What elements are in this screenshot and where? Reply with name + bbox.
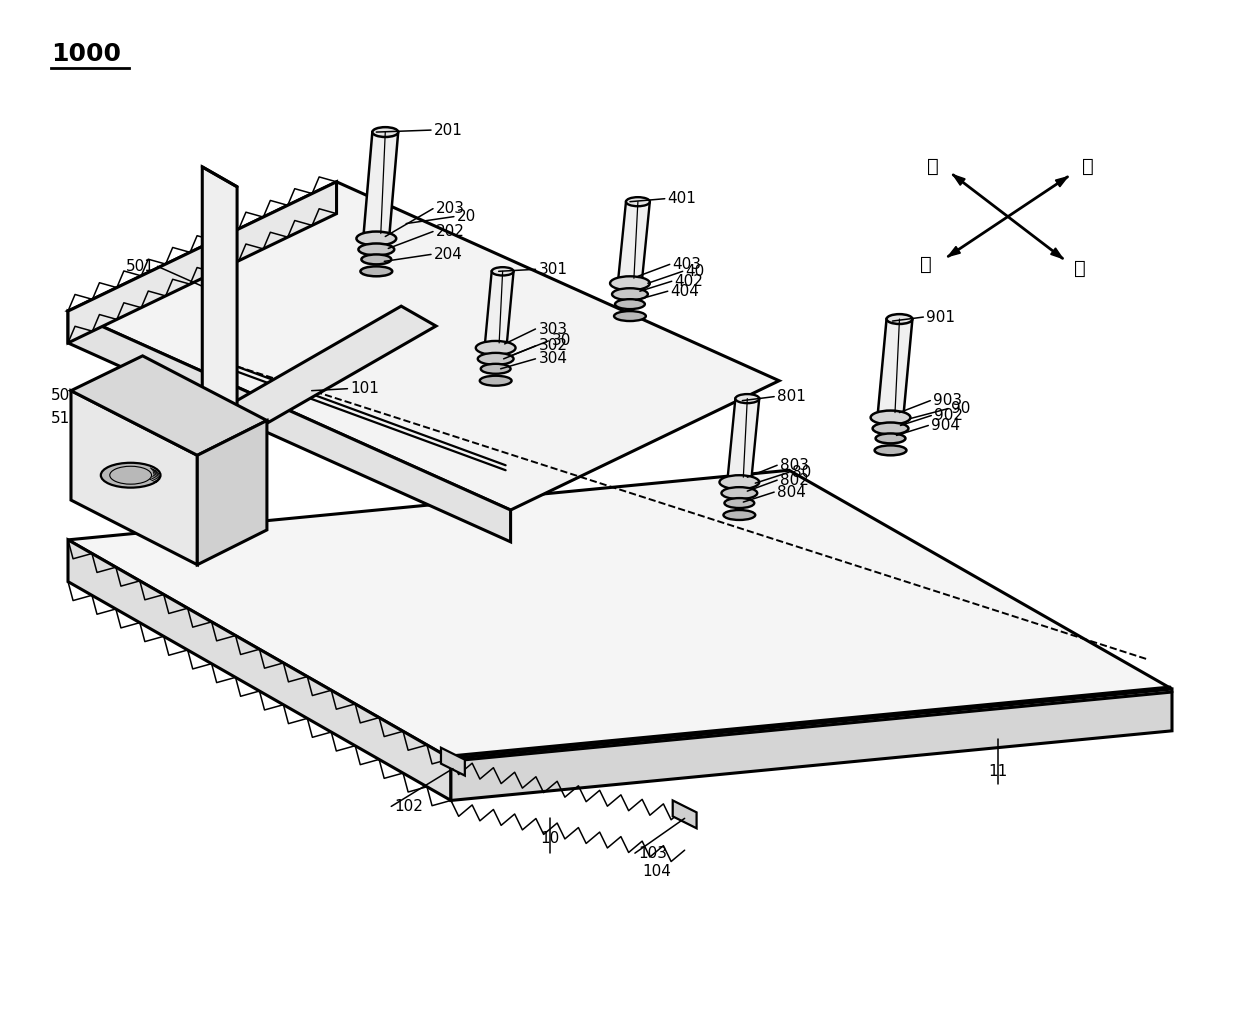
Polygon shape: [878, 319, 913, 416]
Polygon shape: [71, 390, 197, 565]
Text: 51: 51: [51, 411, 71, 426]
Ellipse shape: [613, 289, 647, 300]
Ellipse shape: [875, 433, 905, 444]
Text: 40: 40: [686, 264, 704, 278]
Text: 204: 204: [434, 246, 463, 262]
Polygon shape: [202, 306, 436, 441]
Polygon shape: [1050, 248, 1063, 259]
Ellipse shape: [480, 376, 512, 386]
Ellipse shape: [476, 341, 516, 355]
Text: 801: 801: [777, 389, 806, 405]
Text: 802: 802: [780, 472, 808, 488]
Text: 904: 904: [931, 418, 960, 433]
Text: 90: 90: [951, 402, 971, 416]
Text: 11: 11: [988, 764, 1008, 779]
Text: 104: 104: [642, 864, 671, 878]
Ellipse shape: [874, 446, 906, 455]
Ellipse shape: [481, 364, 511, 374]
Text: 右: 右: [1081, 157, 1094, 177]
Ellipse shape: [724, 498, 754, 508]
Ellipse shape: [723, 510, 755, 520]
Polygon shape: [202, 166, 237, 441]
Polygon shape: [954, 175, 965, 185]
Ellipse shape: [735, 394, 759, 404]
Text: 1000: 1000: [51, 42, 122, 67]
Ellipse shape: [615, 299, 645, 309]
Text: 53: 53: [77, 400, 97, 414]
Ellipse shape: [626, 197, 650, 206]
Ellipse shape: [358, 243, 394, 256]
Polygon shape: [363, 132, 398, 236]
Polygon shape: [1055, 177, 1068, 187]
Polygon shape: [68, 540, 451, 800]
Text: 103: 103: [637, 845, 667, 861]
Text: 102: 102: [394, 799, 423, 814]
Text: 304: 304: [538, 351, 568, 367]
Text: 101: 101: [351, 381, 379, 396]
Ellipse shape: [873, 422, 909, 434]
Ellipse shape: [719, 476, 759, 489]
Text: 501: 501: [125, 259, 155, 274]
Text: 10: 10: [541, 831, 560, 845]
Ellipse shape: [887, 314, 913, 324]
Text: 201: 201: [434, 122, 463, 138]
Text: 804: 804: [777, 485, 806, 499]
Polygon shape: [728, 398, 759, 481]
Text: 前: 前: [928, 157, 939, 177]
Text: 902: 902: [934, 408, 963, 423]
Ellipse shape: [492, 267, 513, 275]
Ellipse shape: [870, 411, 910, 424]
Polygon shape: [673, 800, 697, 829]
Ellipse shape: [610, 276, 650, 291]
Polygon shape: [618, 201, 650, 281]
Ellipse shape: [361, 255, 392, 264]
Text: 403: 403: [673, 257, 702, 272]
Ellipse shape: [356, 231, 397, 245]
Text: 203: 203: [436, 201, 465, 216]
Text: 后: 后: [1074, 259, 1085, 278]
Polygon shape: [68, 182, 336, 343]
Polygon shape: [451, 689, 1172, 800]
Text: 401: 401: [668, 191, 697, 206]
Text: 303: 303: [538, 321, 568, 337]
Text: 903: 903: [934, 393, 962, 408]
Text: 803: 803: [780, 458, 810, 472]
Text: 402: 402: [675, 274, 703, 289]
Polygon shape: [68, 182, 779, 510]
Polygon shape: [949, 246, 960, 257]
Polygon shape: [197, 420, 267, 565]
Polygon shape: [68, 311, 511, 542]
Text: 404: 404: [671, 283, 699, 299]
Text: 52: 52: [91, 386, 110, 402]
Text: 20: 20: [456, 210, 476, 224]
Text: 80: 80: [792, 465, 811, 480]
Ellipse shape: [361, 266, 392, 276]
Ellipse shape: [614, 311, 646, 321]
Text: 50: 50: [51, 388, 71, 404]
Text: 左: 左: [920, 255, 932, 274]
Ellipse shape: [722, 487, 758, 499]
Polygon shape: [68, 470, 1172, 759]
Text: 901: 901: [926, 309, 955, 325]
Polygon shape: [441, 748, 465, 775]
Polygon shape: [71, 356, 267, 455]
Text: 301: 301: [538, 262, 568, 277]
Text: 302: 302: [538, 339, 568, 353]
Polygon shape: [485, 271, 513, 346]
Text: 202: 202: [436, 224, 465, 239]
Ellipse shape: [100, 463, 160, 488]
Ellipse shape: [477, 353, 513, 365]
Text: 30: 30: [552, 334, 570, 348]
Ellipse shape: [372, 127, 398, 137]
